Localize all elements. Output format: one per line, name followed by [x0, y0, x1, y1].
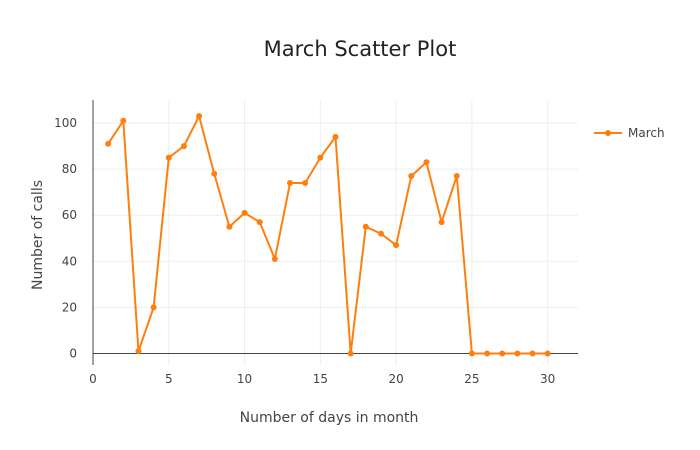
data-point [105, 140, 112, 147]
data-point [196, 113, 203, 120]
data-point [150, 304, 157, 311]
x-tick-label: 10 [237, 372, 252, 386]
data-point [302, 179, 309, 186]
data-point [453, 173, 460, 180]
data-point [468, 350, 475, 357]
legend[interactable]: March [594, 126, 665, 140]
x-axis-title: Number of days in month [240, 410, 419, 426]
data-point [377, 230, 384, 237]
data-point [393, 242, 400, 249]
data-point [211, 170, 218, 177]
data-point [438, 219, 445, 226]
gridlines [93, 100, 578, 365]
data-point [165, 154, 172, 161]
legend-label: March [628, 126, 665, 140]
data-point [120, 117, 127, 124]
data-point [408, 173, 415, 180]
y-tick-label: 40 [62, 254, 77, 268]
data-point [362, 223, 369, 230]
y-tick-label: 60 [62, 208, 77, 222]
x-tick-label: 15 [313, 372, 328, 386]
y-tick-label: 0 [69, 346, 77, 360]
data-point [180, 143, 187, 150]
data-point [256, 219, 263, 226]
data-point [332, 133, 339, 140]
data-point [226, 223, 233, 230]
y-tick-label: 100 [54, 116, 77, 130]
data-point [484, 350, 491, 357]
data-point [317, 154, 324, 161]
data-point [135, 348, 142, 355]
chart-title: March Scatter Plot [264, 37, 457, 61]
data-point [423, 159, 430, 166]
x-tick-label: 20 [388, 372, 403, 386]
data-point [271, 256, 278, 262]
data-point [544, 350, 551, 357]
data-point [241, 209, 248, 216]
x-tick-label: 5 [165, 372, 173, 386]
data-point [499, 350, 506, 357]
x-tick-label: 30 [540, 372, 555, 386]
x-tick-label: 0 [89, 372, 97, 386]
data-point [514, 350, 521, 357]
legend-marker [605, 130, 611, 136]
series-line [107, 115, 548, 355]
y-tick-label: 20 [62, 300, 77, 314]
data-point [287, 179, 294, 186]
y-tick-label: 80 [62, 162, 77, 176]
x-tick-label: 25 [464, 372, 479, 386]
data-point [529, 350, 536, 357]
series-layer [105, 113, 551, 357]
data-point [347, 350, 354, 357]
tick-labels: 0 5 10 15 20 25 30 0 20 40 60 80 100 [54, 116, 555, 386]
y-axis-title: Number of calls [30, 180, 46, 290]
